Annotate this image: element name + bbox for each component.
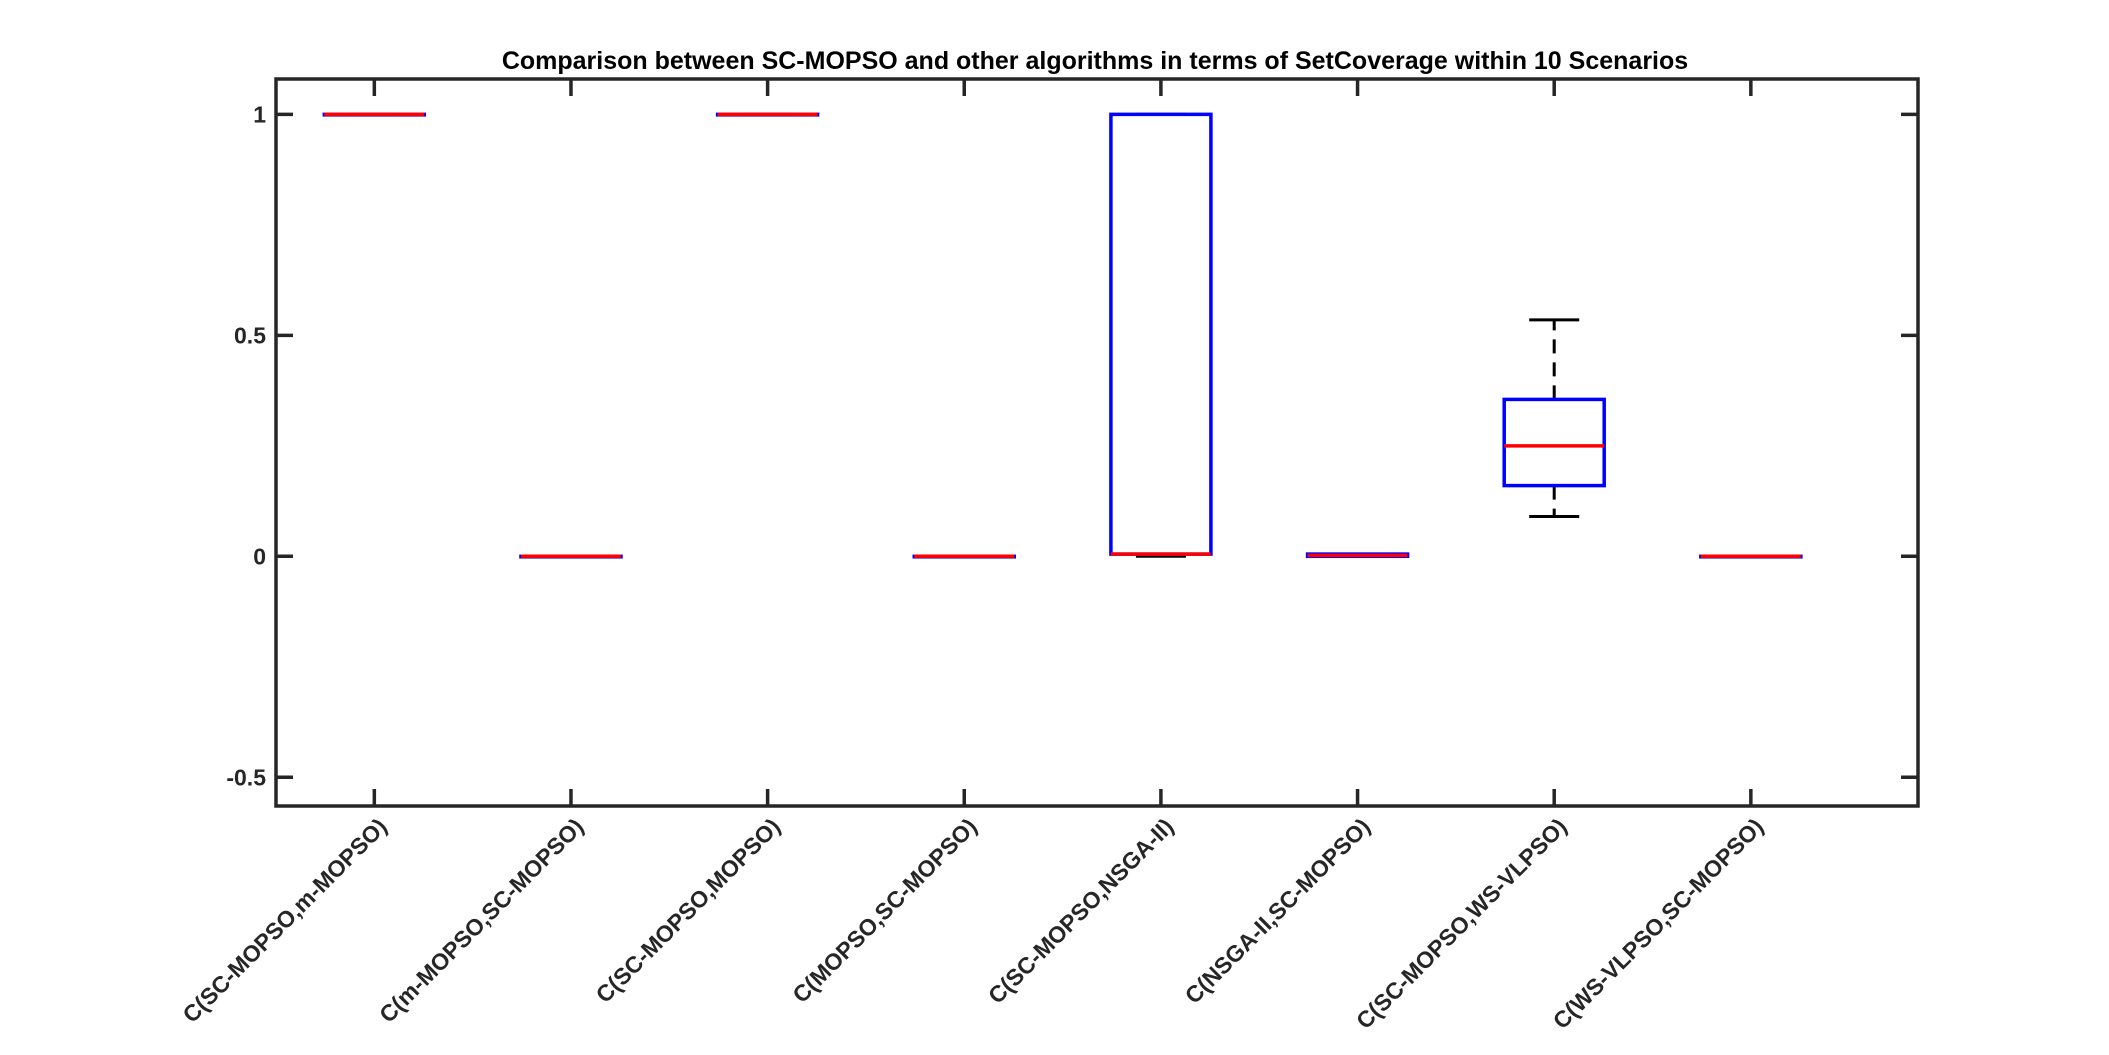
plot-marks bbox=[322, 112, 1803, 559]
plot-frame bbox=[274, 77, 1920, 808]
x-tick-label: C(NSGA-II,SC-MOPSO) bbox=[1180, 813, 1375, 1008]
x-tick-label: C(MOPSO,SC-MOPSO) bbox=[787, 813, 982, 1008]
axes bbox=[274, 77, 1920, 808]
box-group-6 bbox=[1305, 552, 1410, 559]
box-group-2 bbox=[519, 554, 623, 559]
x-tick-label: C(WS-VLPSO,SC-MOPSO) bbox=[1548, 813, 1769, 1034]
box-group-7 bbox=[1502, 318, 1606, 519]
x-tick-label: C(SC-MOPSO,WS-VLPSO) bbox=[1351, 813, 1572, 1034]
y-tick-label: 1 bbox=[253, 101, 266, 127]
x-tick-label: C(m-MOPSO,SC-MOPSO) bbox=[374, 813, 588, 1027]
box-group-1 bbox=[322, 112, 427, 117]
x-tick-label: C(SC-MOPSO,MOPSO) bbox=[591, 813, 786, 1008]
box-group-5 bbox=[1109, 112, 1213, 558]
y-tick-label: -0.5 bbox=[226, 764, 266, 790]
y-tick-label: 0.5 bbox=[234, 322, 266, 348]
box-iqr bbox=[1502, 397, 1606, 488]
x-tick-label: C(SC-MOPSO,NSGA-II) bbox=[983, 813, 1178, 1008]
box-group-4 bbox=[912, 554, 1017, 559]
y-tick-label: 0 bbox=[253, 543, 266, 569]
x-tick-label: C(SC-MOPSO,m-MOPSO) bbox=[177, 813, 391, 1027]
tick-labels: -0.5 0 0.5 1 C(SC-MOPSO,m-MOPSO)C(m-MOPSO,SC… bbox=[177, 101, 1768, 1034]
box-group-3 bbox=[715, 112, 820, 117]
chart-title: Comparison between SC-MOPSO and other al… bbox=[502, 47, 1688, 75]
box-iqr bbox=[1109, 112, 1213, 556]
box-group-8 bbox=[1699, 554, 1803, 559]
